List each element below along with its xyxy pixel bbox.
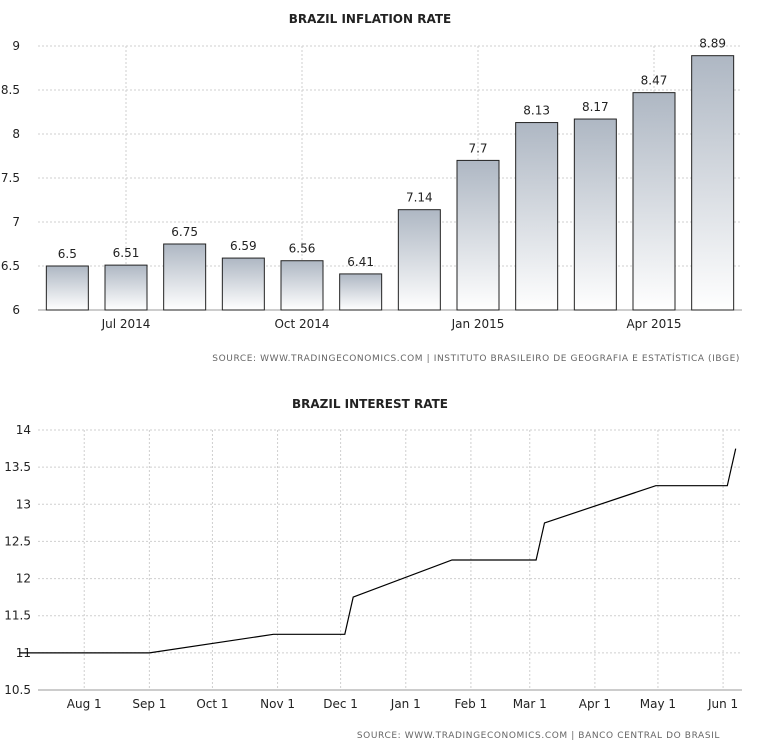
inflation-bar [280,260,324,311]
inflation-bar [339,273,383,311]
inflation-y-tick-label: 9 [12,39,20,53]
inflation-bar [456,159,500,311]
inflation-data-label: 8.89 [699,37,726,51]
inflation-y-tick-label: 8.5 [1,83,20,97]
inflation-gridlines [38,45,742,311]
inflation-x-tick-label: Jul 2014 [101,317,151,331]
inflation-data-label: 7.14 [406,191,433,205]
inflation-y-tick-label: 6.5 [1,259,20,273]
interest-source: SOURCE: WWW.TRADINGECONOMICS.COM | BANCO… [357,731,720,741]
interest-chart: BRAZIL INTEREST RATE 10.51111.51212.5131… [4,397,742,741]
inflation-bar [221,257,265,311]
interest-x-tick-label: Oct 1 [196,697,228,711]
interest-y-tick-label: 13.5 [4,460,31,474]
inflation-data-label: 6.59 [230,239,257,253]
inflation-data-label: 8.47 [641,74,668,88]
interest-chart-title: BRAZIL INTEREST RATE [292,397,448,411]
inflation-data-label: 6.51 [113,246,140,260]
interest-x-axis: Aug 1 Sep 1 Oct 1 Nov 1 Dec 1 Jan 1 Feb 1 Mar 1… [67,697,738,711]
inflation-bar [573,118,617,311]
inflation-x-axis: Jul 2014 Oct 2014 Jan 2015 Apr 2015 [101,317,682,331]
interest-x-tick-label: Jan 1 [390,697,421,711]
interest-x-tick-label: Dec 1 [323,697,358,711]
inflation-x-tick-label: Oct 2014 [274,317,329,331]
inflation-bar [104,264,148,311]
inflation-y-axis: 6 6.5 7 7.5 8 8.5 9 [1,39,20,317]
interest-y-tick-label: 12.5 [4,534,31,548]
inflation-data-label: 8.13 [523,104,550,118]
interest-gridlines [38,429,742,691]
inflation-data-label: 8.17 [582,100,609,114]
inflation-y-tick-label: 8 [12,127,20,141]
interest-y-tick-label: 10.5 [4,683,31,697]
interest-x-tick-label: May 1 [640,697,676,711]
inflation-data-label: 6.5 [58,247,77,261]
inflation-bar [515,122,559,311]
inflation-y-tick-label: 7.5 [1,171,20,185]
inflation-bar [45,265,89,311]
inflation-data-label: 6.41 [347,255,374,269]
interest-x-tick-label: Feb 1 [455,697,488,711]
interest-x-tick-label: Sep 1 [132,697,166,711]
inflation-bar [397,209,441,311]
inflation-chart-title: BRAZIL INFLATION RATE [289,12,451,26]
interest-x-tick-label: Aug 1 [67,697,102,711]
interest-y-tick-label: 12 [16,572,31,586]
inflation-data-label: 6.75 [171,225,198,239]
inflation-data-label: 6.56 [289,242,316,256]
interest-x-tick-label: Apr 1 [579,697,611,711]
inflation-data-labels: 6.5 6.51 6.75 6.59 6.56 6.41 7.14 7.7 8.13 8.17 8.… [58,37,726,269]
inflation-y-tick-label: 7 [12,215,20,229]
inflation-x-tick-label: Jan 2015 [451,317,505,331]
interest-y-tick-label: 14 [16,423,31,437]
inflation-bar [163,243,207,311]
interest-x-tick-label: Mar 1 [513,697,547,711]
inflation-y-tick-label: 6 [12,303,20,317]
inflation-source: SOURCE: WWW.TRADINGECONOMICS.COM | INSTI… [212,352,740,364]
inflation-data-label: 7.7 [468,141,487,155]
inflation-bar [691,55,735,311]
inflation-x-tick-label: Apr 2015 [626,317,681,331]
interest-series-line [19,448,737,654]
inflation-bar [632,92,676,311]
interest-y-tick-label: 13 [16,497,31,511]
inflation-bars [45,55,735,311]
interest-x-tick-label: Jun 1 [707,697,738,711]
interest-y-tick-label: 11.5 [4,609,31,623]
interest-x-tick-label: Nov 1 [260,697,295,711]
inflation-chart: BRAZIL INFLATION RATE 6 6.5 7 7.5 8 8.5 9 Jul … [1,12,742,364]
